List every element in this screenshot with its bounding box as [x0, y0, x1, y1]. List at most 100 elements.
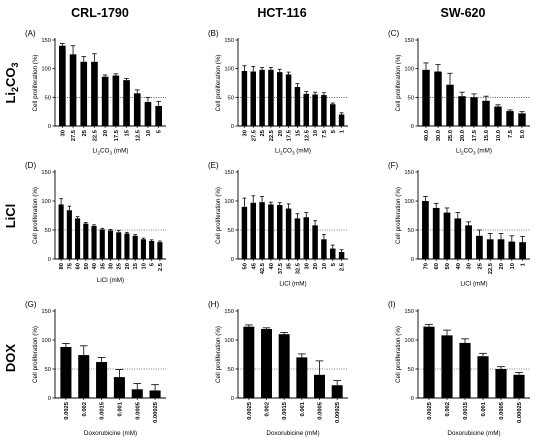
y-axis-label: Cell proliferation (%)	[395, 54, 402, 111]
panel-label: (E)	[208, 161, 219, 170]
x-axis-label: Li2CO3 (mM)	[93, 148, 129, 156]
bar	[312, 94, 318, 126]
bar	[303, 217, 309, 259]
x-tick-label: 32.5	[295, 262, 301, 274]
x-tick-label: 10	[313, 130, 319, 136]
bar	[112, 75, 120, 126]
y-axis-label: Cell proliferation (%)	[32, 54, 39, 111]
row-title: LiCl	[3, 204, 18, 229]
y-tick-label: 0	[231, 396, 234, 402]
bar	[330, 248, 336, 259]
bar	[277, 72, 283, 126]
panel-chart: (G) Cell proliferation (%) 0 50 100 150 0.0025…	[25, 300, 166, 437]
x-tick-label: 0.0025	[247, 401, 253, 420]
bar	[338, 114, 345, 126]
x-tick-label: 15	[133, 262, 139, 269]
x-tick-label: 27.5	[71, 129, 77, 141]
bar	[69, 54, 77, 127]
bar	[486, 239, 494, 259]
y-axis-label: Cell proliferation (%)	[215, 54, 222, 111]
y-tick-label: 0	[48, 396, 51, 402]
x-tick-label: 45	[251, 262, 257, 269]
x-tick-label: 20	[103, 130, 109, 136]
bar	[116, 232, 122, 259]
panel-chart: (I) Cell proliferation (%) 0 50 100 150 0.0025…	[388, 300, 530, 437]
x-tick-label: 0.0005	[318, 401, 324, 420]
bar	[330, 104, 336, 126]
x-axis-label: LiCl (mM)	[97, 277, 124, 284]
y-tick-label: 50	[408, 228, 414, 234]
bar	[131, 389, 143, 398]
x-tick-label: 50	[445, 263, 451, 269]
x-tick-label: 60	[76, 263, 82, 269]
x-axis-label: Doxorubicine (mM)	[447, 430, 500, 437]
x-tick-label: 30	[304, 263, 310, 269]
bar	[91, 225, 97, 259]
bar	[434, 71, 442, 126]
bar	[513, 374, 525, 398]
x-tick-label: 40	[92, 263, 98, 269]
x-tick-label: 0.0005	[135, 401, 141, 420]
y-tick-label: 50	[228, 367, 234, 373]
panel-label: (C)	[388, 29, 399, 38]
x-tick-label: 10	[322, 263, 328, 269]
x-tick-label: 25	[260, 129, 266, 136]
panel-chart: (H) Cell proliferation (%) 0 50 100 150 0.0025…	[208, 300, 348, 437]
bar	[101, 76, 109, 126]
x-tick-label: 5.0	[520, 130, 526, 138]
panel-chart: (B) Cell proliferation (%) 0 50 100 150 30 27.5…	[208, 29, 348, 156]
y-tick-label: 0	[411, 396, 414, 402]
x-axis-label: Li2CO3 (mM)	[275, 148, 311, 156]
bar	[107, 230, 114, 259]
x-tick-label: 1	[521, 262, 527, 266]
y-tick-label: 150	[404, 170, 414, 176]
bar	[91, 61, 98, 126]
x-tick-label: 0.002	[82, 402, 88, 417]
x-tick-label: 50	[242, 263, 248, 269]
bar	[459, 342, 471, 398]
bar	[132, 235, 138, 259]
x-axis-label: Doxorubicine (mM)	[84, 430, 137, 437]
panel-chart: (F) Cell proliferation (%) 0 50 100 150 70 60 50…	[388, 161, 530, 288]
x-tick-label: 35	[287, 262, 293, 269]
y-tick-label: 100	[404, 199, 414, 205]
bar	[243, 326, 255, 398]
y-tick-label: 100	[41, 338, 51, 344]
x-tick-label: 0.001	[481, 401, 487, 416]
y-tick-label: 100	[224, 199, 234, 205]
x-tick-label: 10	[510, 263, 516, 269]
y-tick-label: 100	[224, 67, 234, 73]
bar	[465, 225, 472, 259]
x-tick-label: 20	[313, 263, 319, 269]
x-tick-label: 7.5	[322, 129, 328, 138]
x-tick-label: 5	[331, 262, 337, 266]
x-tick-label: 22.5	[269, 129, 275, 141]
x-tick-label: 20	[499, 263, 505, 269]
x-tick-label: 1	[340, 129, 346, 133]
bar	[259, 202, 265, 259]
x-tick-label: 30	[60, 130, 66, 136]
x-tick-label: 60	[434, 263, 440, 269]
x-tick-label: 30	[467, 263, 473, 269]
bar	[124, 233, 130, 259]
x-tick-label: 25	[82, 129, 88, 136]
x-tick-label: 37.5	[278, 262, 284, 274]
bar	[441, 335, 453, 398]
bar	[497, 239, 505, 259]
panel-label: (F)	[388, 161, 399, 170]
bar	[446, 84, 454, 126]
bar	[140, 239, 146, 259]
panel-chart: (C) Cell proliferation (%) 0 50 100 150 40.0 30…	[388, 29, 530, 156]
panel-label: (D)	[25, 161, 36, 170]
x-tick-label: 0.00025	[335, 401, 341, 423]
bar	[80, 61, 88, 126]
y-tick-label: 150	[224, 38, 234, 44]
column-title: CRL-1790	[71, 6, 129, 20]
x-tick-label: 22.5	[92, 129, 98, 141]
x-tick-label: 5	[331, 129, 337, 133]
bar	[261, 328, 272, 398]
bar	[314, 374, 325, 398]
y-tick-label: 150	[41, 38, 51, 44]
bar	[241, 206, 248, 259]
y-tick-label: 150	[41, 309, 51, 315]
